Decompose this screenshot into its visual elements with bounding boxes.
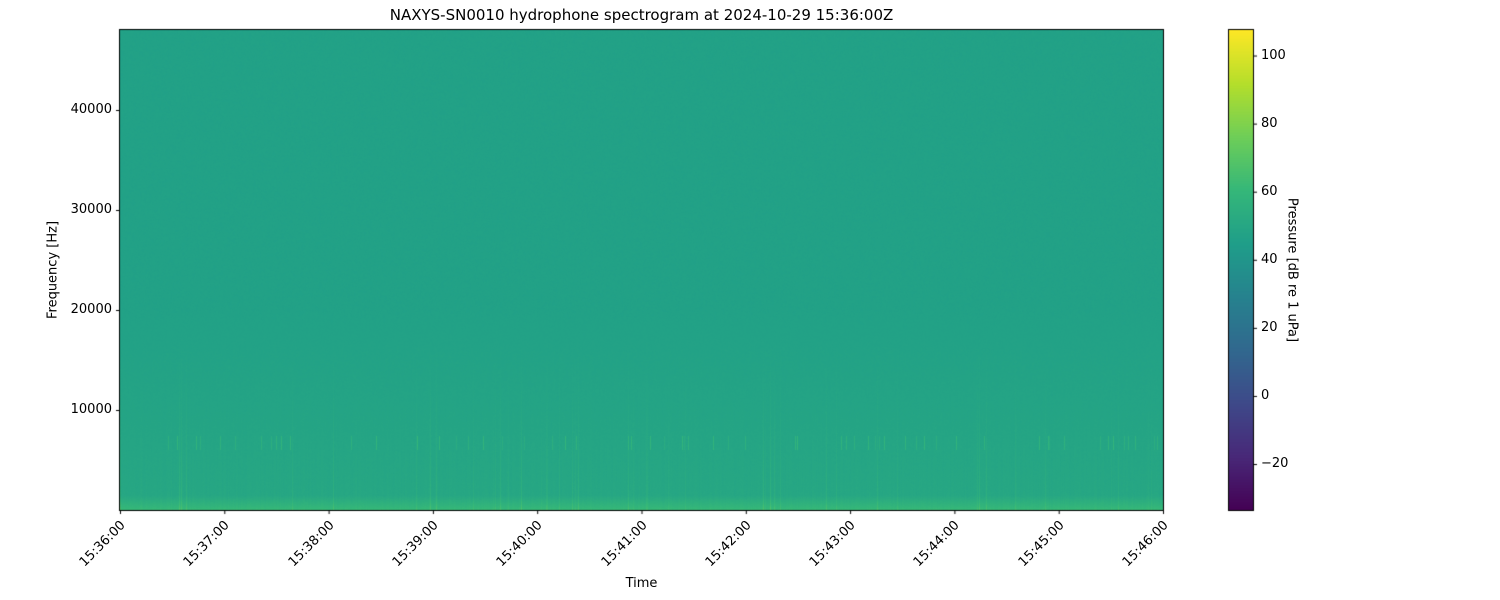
colorbar-tick-label: 0 [1261, 387, 1270, 403]
colorbar-tick-label: 80 [1261, 115, 1278, 131]
colorbar-tick-label: −20 [1261, 456, 1289, 472]
y-tick-label: 20000 [70, 302, 112, 317]
colorbar-label: Pressure [dB re 1 uPa] [1284, 197, 1300, 343]
colorbar-tick-label: 100 [1261, 47, 1286, 63]
y-tick-label: 10000 [70, 402, 112, 417]
x-axis-label: Time [625, 576, 658, 591]
chart-title: NAXYS-SN0010 hydrophone spectrogram at 2… [389, 6, 894, 24]
colorbar-tick-label: 60 [1261, 183, 1278, 199]
colorbar-tick-label: 40 [1261, 251, 1278, 267]
y-tick-label: 40000 [70, 102, 112, 117]
colorbar-tick-label: 20 [1261, 319, 1278, 335]
y-tick-label: 30000 [70, 202, 112, 217]
